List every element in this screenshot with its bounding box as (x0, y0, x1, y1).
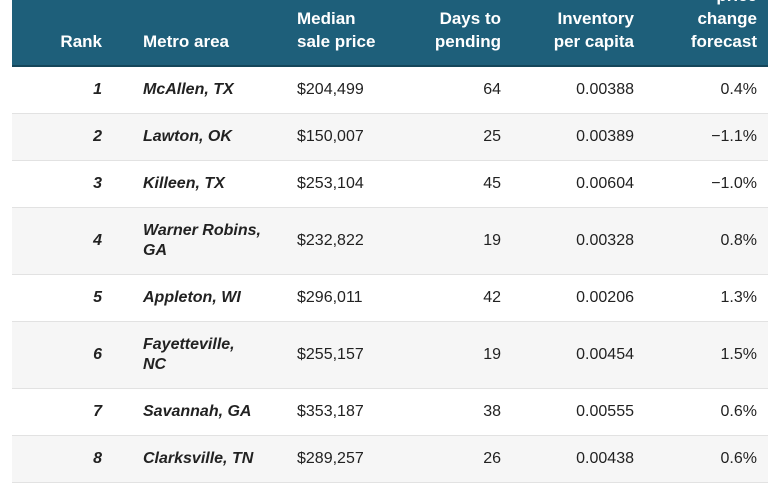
column-header: Median sale price (297, 9, 376, 51)
page: Rank Metro area Median sale price Days to p… (12, 0, 768, 483)
rank-cell: 8 (93, 450, 102, 467)
value-cell: $296,011 (297, 289, 363, 306)
value-cell: −1.0% (711, 175, 757, 192)
value-cell: 42 (483, 289, 501, 306)
rank-cell: 3 (93, 175, 102, 192)
table: Rank Metro area Median sale price Days to p… (12, 0, 768, 483)
value-cell: 1.5% (720, 346, 757, 363)
value-cell: 0.6% (720, 450, 757, 467)
rank-cell: 1 (93, 81, 102, 98)
value-cell: $255,157 (297, 346, 364, 363)
value-cell: $150,007 (297, 128, 364, 145)
column-header: Metro area (143, 32, 229, 51)
metro-cell: Appleton, WI (143, 289, 241, 306)
metro-cell: Fayetteville, NC (143, 336, 235, 373)
rank-cell: 6 (93, 346, 102, 363)
column-header: Inventory per capita (553, 9, 634, 51)
value-cell: $204,499 (297, 81, 364, 98)
value-cell: $289,257 (297, 450, 364, 467)
table-row: Killeen, TX 3 $253,104 45 0.00604 −1.0% (12, 161, 768, 208)
table-row: Clarksville, TN 8 $289,257 26 0.00438 0.6% (12, 436, 768, 483)
table-row: Savannah, GA 7 $353,187 38 0.00555 0.6% (12, 389, 768, 436)
value-cell: 0.00206 (576, 289, 634, 306)
table-header: Rank Metro area Median sale price Days to p… (12, 0, 768, 67)
value-cell: 45 (483, 175, 501, 192)
metro-cell: Lawton, OK (143, 128, 232, 145)
metro-cell: Killeen, TX (143, 175, 225, 192)
value-cell: 38 (483, 403, 501, 420)
rank-cell: 7 (93, 403, 102, 420)
value-cell: 0.00604 (576, 175, 634, 192)
column-header: Rank (60, 32, 102, 51)
value-cell: 0.00388 (576, 81, 634, 98)
metro-cell: Warner Robins, GA (143, 222, 261, 259)
value-cell: 19 (483, 232, 501, 249)
table-row: McAllen, TX 1 $204,499 64 0.00388 0.4% (12, 67, 768, 114)
table-row: Fayetteville, NC 6 $255,157 19 0.00454 1.5% (12, 322, 768, 389)
value-cell: 0.8% (720, 232, 757, 249)
rank-cell: 5 (93, 289, 102, 306)
metro-cell: Clarksville, TN (143, 450, 254, 467)
value-cell: 0.4% (720, 81, 757, 98)
value-cell: 64 (483, 81, 501, 98)
metro-cell: Savannah, GA (143, 403, 252, 420)
value-cell: 0.00389 (576, 128, 634, 145)
table-row: Warner Robins, GA 4 $232,822 19 0.00328 0.8% (12, 208, 768, 275)
value-cell: 1.3% (720, 289, 757, 306)
value-cell: 26 (483, 450, 501, 467)
metro-cell: McAllen, TX (143, 81, 234, 98)
column-header: Days to pending (434, 9, 501, 51)
value-cell: 0.6% (720, 403, 757, 420)
value-cell: $353,187 (297, 403, 364, 420)
value-cell: 0.00555 (576, 403, 634, 420)
value-cell: 0.00328 (576, 232, 634, 249)
column-header: price change forecast (690, 0, 757, 51)
value-cell: $232,822 (297, 232, 364, 249)
value-cell: −1.1% (711, 128, 757, 145)
value-cell: 25 (483, 128, 501, 145)
table-row: Lawton, OK 2 $150,007 25 0.00389 −1.1% (12, 114, 768, 161)
table-row: Appleton, WI 5 $296,011 42 0.00206 1.3% (12, 275, 768, 322)
value-cell: $253,104 (297, 175, 364, 192)
rank-cell: 4 (93, 232, 102, 249)
value-cell: 0.00454 (576, 346, 634, 363)
rank-cell: 2 (93, 128, 102, 145)
value-cell: 0.00438 (576, 450, 634, 467)
value-cell: 19 (483, 346, 501, 363)
